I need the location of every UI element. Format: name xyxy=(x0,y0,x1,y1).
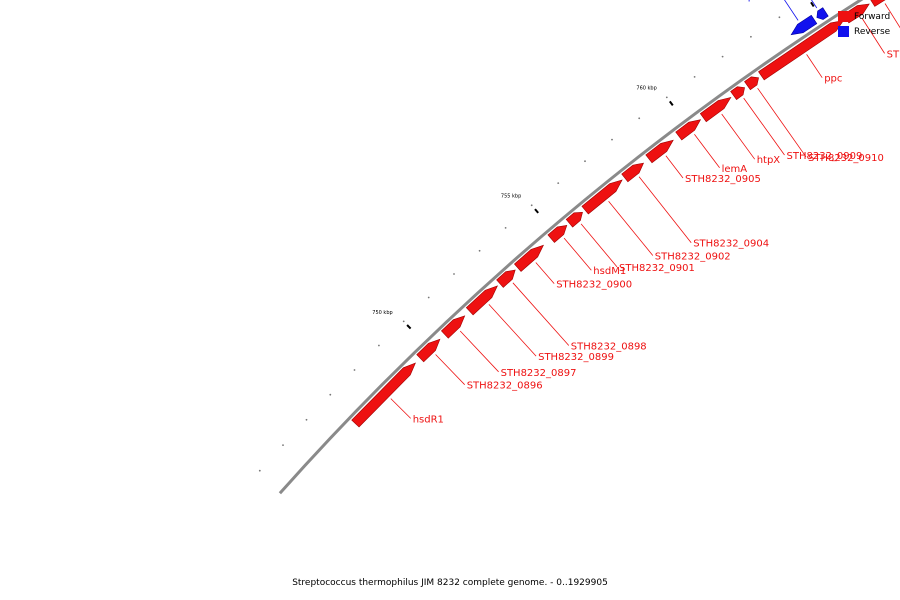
gene-label-STH8232_0897[interactable]: STH8232_0897 xyxy=(501,368,577,379)
gene-arrow-STH8232_0909[interactable] xyxy=(730,86,745,101)
leader-line xyxy=(743,97,785,156)
minor-tick xyxy=(305,418,308,421)
minor-tick xyxy=(665,96,668,99)
leader-line xyxy=(721,113,756,160)
gene-label-STH8232_0900[interactable]: STH8232_0900 xyxy=(556,280,632,291)
leader-line xyxy=(563,237,592,271)
major-tick xyxy=(534,208,539,214)
minor-tick xyxy=(478,249,481,252)
gene-label-STH8232_0905[interactable]: STH8232_0905 xyxy=(685,174,761,185)
gene-arrow-hsdM1[interactable] xyxy=(547,225,568,243)
leader-line xyxy=(435,354,465,385)
gene-arrow-STH8232_0905[interactable] xyxy=(645,139,674,164)
genome-caption: Streptococcus thermophilus JIM 8232 comp… xyxy=(292,578,608,588)
gene-arrow-STH8232_0900[interactable] xyxy=(513,244,544,272)
gene-label-tnp1193[interactable]: tnp1193 xyxy=(737,0,779,2)
gene-arrow-STH8232_0898[interactable] xyxy=(496,269,516,288)
minor-tick xyxy=(329,393,332,396)
minor-tick xyxy=(721,55,724,58)
legend-forward-label: Forward xyxy=(854,11,891,22)
gene-arrow-lemA[interactable] xyxy=(675,119,702,141)
gene-arrow-hsdR1[interactable] xyxy=(351,362,416,428)
gene-arrow-tnp1193[interactable] xyxy=(790,14,818,36)
tick-label: 760 kbp xyxy=(636,85,656,91)
minor-tick xyxy=(584,160,586,163)
gene-label-STH8232_0901[interactable]: STH8232_0901 xyxy=(619,263,695,274)
gene-label-STH8232_0896[interactable]: STH8232_0896 xyxy=(467,381,543,392)
minor-tick xyxy=(778,16,781,19)
gene-label-STH8232_0899[interactable]: STH8232_0899 xyxy=(538,352,614,363)
minor-tick xyxy=(557,182,560,185)
minor-tick xyxy=(427,296,430,299)
legend-reverse-label: Reverse xyxy=(854,26,891,37)
forward-swatch xyxy=(838,11,849,22)
minor-tick xyxy=(353,369,356,371)
leader-line xyxy=(390,398,411,419)
gene-label-STH8232_0898[interactable]: STH8232_0898 xyxy=(571,342,647,353)
legend-reverse: Reverse xyxy=(838,24,890,39)
minor-tick xyxy=(638,117,641,120)
minor-tick xyxy=(282,444,284,446)
gene-label-STH8232_0912[interactable]: STH8232_0912 xyxy=(887,49,900,60)
gene-label-STH8232_0904[interactable]: STH8232_0904 xyxy=(693,239,769,250)
leader-line xyxy=(757,87,807,158)
gene-arrow-STH8232_0901[interactable] xyxy=(565,211,583,228)
gene-arrow-STH8232_0896[interactable] xyxy=(416,338,441,363)
gene-label-htpX[interactable]: htpX xyxy=(757,155,781,166)
leader-line xyxy=(488,304,537,357)
label-layer: hsdR1 STH8232_0896 STH8232_0897 STH8232_089… xyxy=(390,0,900,425)
minor-tick xyxy=(611,138,613,141)
leader-line xyxy=(694,133,720,169)
minor-tick xyxy=(530,204,533,207)
gene-arrow-STH8232_0899[interactable] xyxy=(465,285,498,316)
gene-label-hsdM1[interactable]: hsdM1 xyxy=(593,266,626,277)
major-tick xyxy=(810,1,815,8)
leader-line xyxy=(459,330,499,373)
leader-line xyxy=(806,54,823,78)
gene-layer xyxy=(351,0,889,428)
gene-label-STH8232_0902[interactable]: STH8232_0902 xyxy=(655,252,731,263)
minor-tick xyxy=(258,469,261,472)
gene-label-STH8232_0909[interactable]: STH8232_0909 xyxy=(787,151,863,162)
major-tick xyxy=(406,324,412,330)
legend-forward: Forward xyxy=(838,9,890,24)
leader-line xyxy=(665,155,684,179)
gene-arrow-htpX[interactable] xyxy=(699,97,732,123)
gene-label-STH8232_0910[interactable]: STH8232_0910 xyxy=(808,153,884,164)
minor-tick xyxy=(402,320,405,323)
leader-line xyxy=(784,0,799,21)
legend: Forward Reverse xyxy=(838,9,890,39)
leader-line xyxy=(638,176,692,243)
minor-tick xyxy=(378,344,380,347)
minor-tick xyxy=(693,76,696,78)
tick-label: 755 kbp xyxy=(501,194,521,200)
gene-label-hsdR1[interactable]: hsdR1 xyxy=(413,414,444,425)
leader-line xyxy=(608,200,654,256)
minor-tick xyxy=(504,227,507,229)
gene-arrow-STH8232_0915[interactable] xyxy=(816,7,829,20)
gene-arrow-sodA[interactable] xyxy=(869,0,889,7)
gene-arrow-STH8232_0910[interactable] xyxy=(744,76,759,91)
gene-arrow-STH8232_0904[interactable] xyxy=(621,162,645,183)
leader-line xyxy=(811,0,818,9)
tick-label: 750 kbp xyxy=(372,310,392,316)
leader-line xyxy=(512,282,570,346)
leader-line xyxy=(580,223,618,268)
reverse-swatch xyxy=(838,26,849,37)
leader-line xyxy=(535,262,555,284)
gene-arrow-ppc[interactable] xyxy=(758,20,845,81)
leader-line xyxy=(861,17,885,54)
genome-backbone xyxy=(278,0,864,495)
minor-tick xyxy=(750,35,752,38)
minor-tick xyxy=(453,273,455,275)
gene-arrow-STH8232_0902[interactable] xyxy=(581,179,623,215)
gene-arrow-STH8232_0897[interactable] xyxy=(440,315,466,339)
gene-label-ppc[interactable]: ppc xyxy=(824,74,842,85)
gene-label-lemA[interactable]: lemA xyxy=(722,164,748,175)
major-tick xyxy=(668,100,674,107)
